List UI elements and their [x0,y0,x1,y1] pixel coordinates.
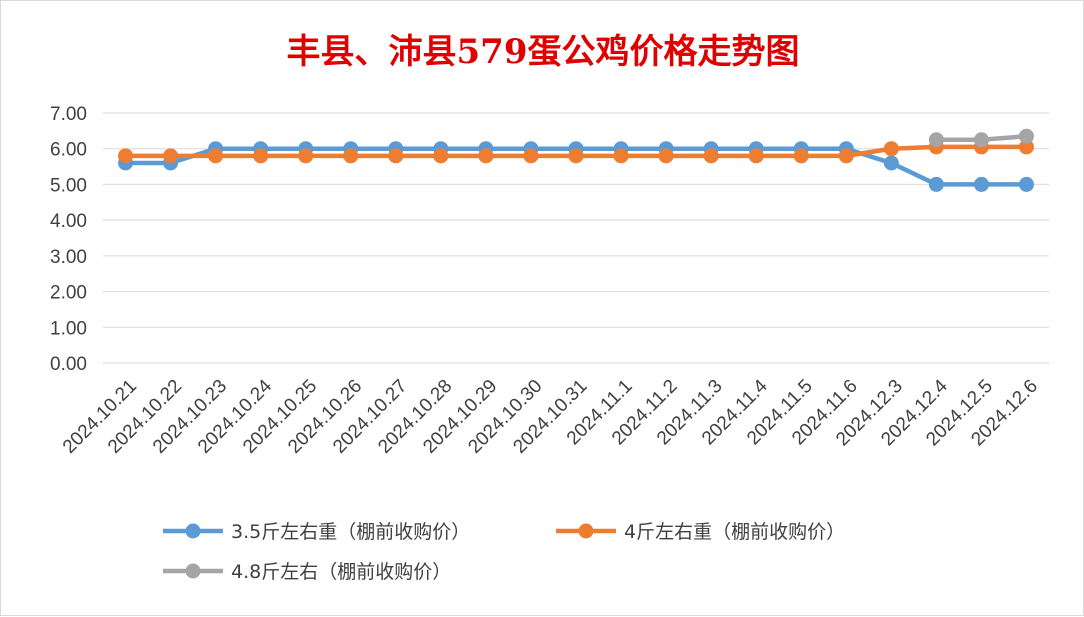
data-point [523,148,539,164]
y-tick-label: 3.00 [50,247,87,268]
data-point [838,148,854,164]
data-point [433,148,449,164]
y-tick-label: 1.00 [50,318,87,339]
data-point [793,148,809,164]
legend-label: 4.8斤左右（棚前收购价） [231,561,451,583]
legend-swatch-marker [185,523,201,539]
data-point [1018,176,1034,192]
y-tick-label: 7.00 [50,104,87,125]
data-point [298,148,314,164]
data-point [928,132,944,148]
y-tick-label: 6.00 [50,140,87,161]
series-3 [928,128,1034,148]
data-point [613,148,629,164]
chart-title: 丰县、沛县579蛋公鸡价格走势图 [287,32,800,72]
data-point [883,141,899,157]
legend-item: 4斤左右重（棚前收购价） [556,521,845,543]
legend-item: 3.5斤左右重（棚前收购价） [163,521,470,543]
x-axis-ticks: 2024.10.212024.10.222024.10.232024.10.24… [59,375,1042,457]
legend-swatch-marker [578,523,594,539]
data-point [1018,128,1034,144]
data-point [883,155,899,171]
data-point [253,148,269,164]
data-point [973,176,989,192]
data-point [658,148,674,164]
y-tick-label: 5.00 [50,175,87,196]
y-tick-label: 2.00 [50,283,87,304]
legend: 3.5斤左右重（棚前收购价） 4斤左右重（棚前收购价） 4.8斤左右（棚前收购价） [163,521,845,583]
data-point [478,148,494,164]
y-tick-label: 0.00 [50,354,87,375]
legend-swatch-marker [185,563,201,579]
data-point [1018,139,1034,155]
data-point [748,148,764,164]
data-point [703,148,719,164]
data-point [208,148,224,164]
legend-item: 4.8斤左右（棚前收购价） [163,561,451,583]
data-point [163,148,179,164]
data-point [388,148,404,164]
data-point [343,148,359,164]
y-axis-ticks: 0.00 1.00 2.00 3.00 4.00 5.00 6.00 7.00 [50,104,87,375]
legend-label: 4斤左右重（棚前收购价） [624,521,845,543]
data-point [568,148,584,164]
series-layer [118,128,1034,192]
legend-label: 3.5斤左右重（棚前收购价） [231,521,470,543]
data-point [118,148,134,164]
data-point [928,176,944,192]
y-tick-label: 4.00 [50,211,87,232]
data-point [973,132,989,148]
